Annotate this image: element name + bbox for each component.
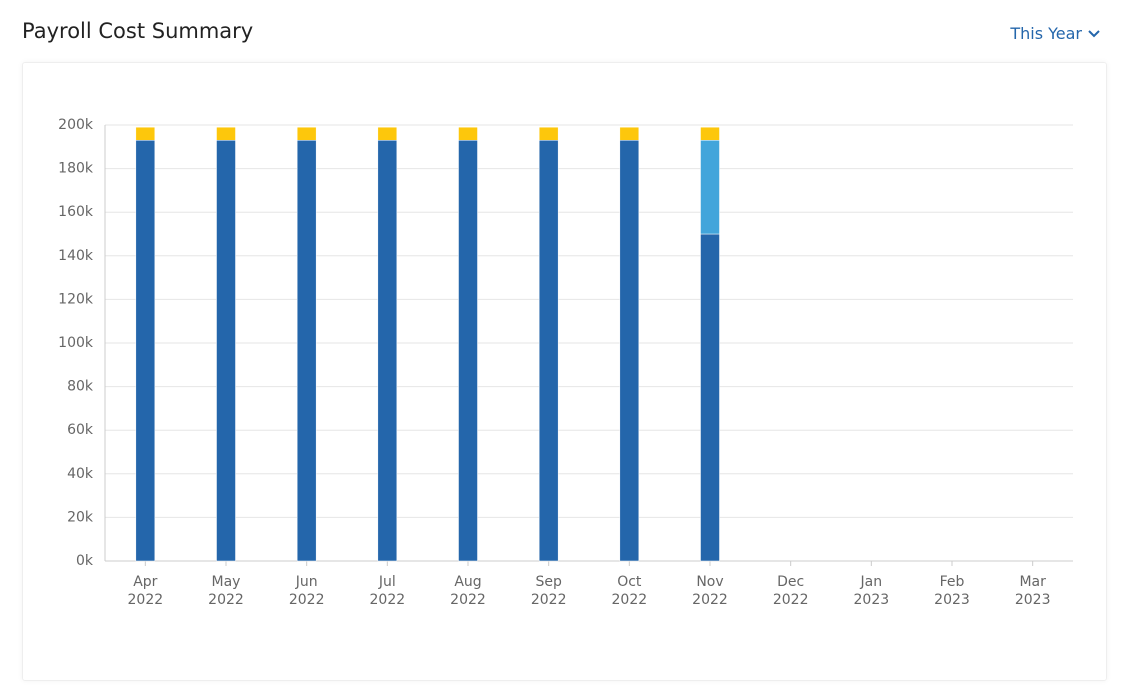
chevron-icon[interactable] [1088, 29, 1100, 38]
y-tick-label: 200k [58, 117, 94, 133]
bar-segment [377, 126, 398, 141]
x-tick-label: Apr 2022 [128, 574, 164, 608]
bar-segment [700, 126, 720, 141]
bar-segment [216, 126, 236, 141]
bar-segment [296, 140, 317, 562]
bar-segment [700, 140, 720, 235]
bar-segment [296, 126, 317, 141]
period-label[interactable]: This Year [1010, 24, 1082, 43]
bar-segment [619, 126, 640, 141]
x-tick-label: Feb 2023 [934, 574, 970, 608]
x-tick-label: Jan 2023 [854, 574, 890, 608]
y-tick-label: 180k [58, 161, 94, 177]
y-tick-label: 80k [67, 379, 94, 395]
x-tick-label: Dec 2022 [773, 574, 809, 608]
chart-card [22, 62, 1107, 681]
bar-segment [377, 140, 398, 562]
x-tick-label: May 2022 [208, 574, 244, 608]
y-tick-label: 60k [67, 422, 94, 438]
x-tick-label: Sep 2022 [531, 574, 567, 608]
bar-segment [538, 140, 559, 562]
period-dropdown[interactable]: This Year [1010, 24, 1100, 43]
bar-segment [700, 233, 720, 562]
y-tick-label: 0k [76, 553, 94, 569]
bar-segment [135, 140, 156, 562]
x-tick-label: Jun 2022 [289, 574, 325, 608]
y-tick-label: 160k [58, 204, 94, 220]
bar-segment [538, 126, 559, 141]
x-tick-label: Nov 2022 [692, 574, 728, 608]
x-tick-label: Oct 2022 [612, 574, 648, 608]
bar-segment [458, 140, 478, 562]
page-title: Payroll Cost Summary [22, 19, 254, 43]
y-tick-label: 20k [67, 509, 94, 525]
bar-segment [619, 140, 640, 562]
y-tick-label: 100k [58, 335, 94, 351]
x-tick-label: Aug 2022 [450, 574, 486, 608]
y-tick-label: 40k [67, 466, 94, 482]
y-tick-label: 140k [58, 248, 94, 264]
x-tick-label: Mar 2023 [1015, 574, 1051, 608]
bar-segment [216, 140, 236, 562]
bar-segment [458, 126, 478, 141]
y-tick-label: 120k [58, 291, 94, 307]
bar-segment [135, 126, 156, 141]
x-tick-label: Jul 2022 [370, 574, 406, 608]
